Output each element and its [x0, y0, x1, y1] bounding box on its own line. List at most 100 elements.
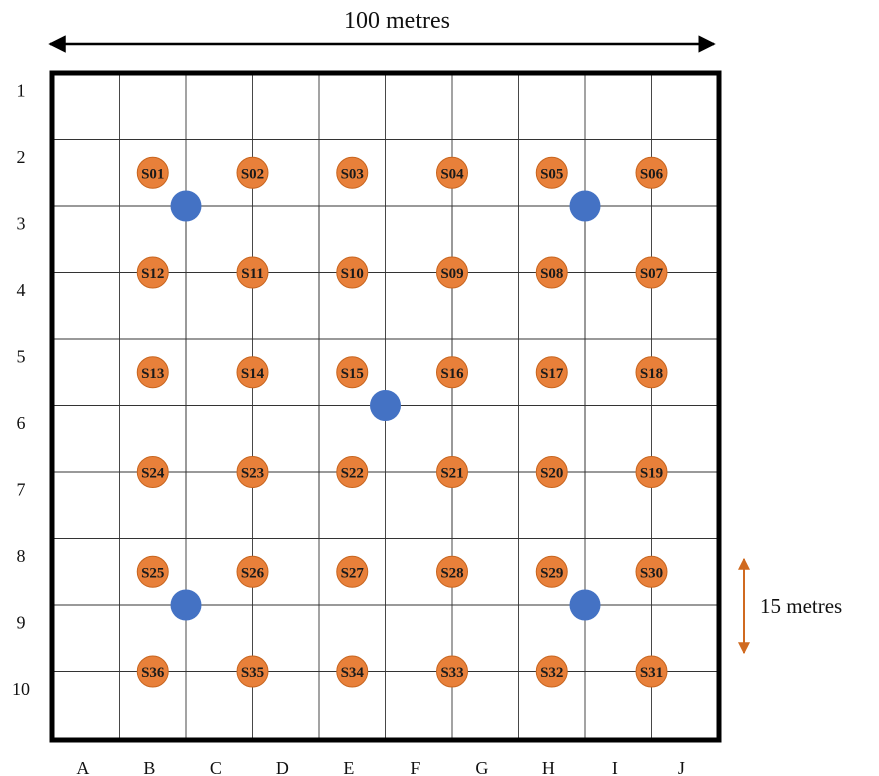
width-dimension-label: 100 metres: [344, 8, 450, 34]
sample-label: S14: [241, 366, 265, 382]
column-label: E: [343, 758, 354, 776]
sample-label: S24: [141, 466, 165, 482]
row-label: 9: [17, 612, 26, 632]
sample-label: S21: [440, 466, 463, 482]
sample-point: S34: [336, 655, 369, 688]
sample-label: S06: [640, 166, 664, 182]
sample-marker: [336, 156, 369, 189]
sample-marker: [535, 555, 568, 588]
sample-point: S12: [136, 256, 169, 289]
sample-point: S10: [336, 256, 369, 289]
sample-marker: [136, 655, 169, 688]
sample-label: S35: [241, 665, 264, 681]
sample-marker: [236, 156, 269, 189]
sample-point: S05: [535, 156, 568, 189]
sample-marker: [436, 256, 468, 289]
sample-point: S13: [136, 356, 169, 389]
sample-point: S14: [236, 356, 269, 389]
column-label: G: [475, 758, 488, 776]
sample-point: S08: [535, 256, 568, 289]
column-label: J: [678, 758, 685, 776]
blue-point: [569, 589, 601, 621]
sample-label: S28: [440, 565, 463, 581]
sample-label: S32: [540, 665, 563, 681]
sample-marker: [436, 356, 468, 389]
sample-label: S04: [440, 166, 464, 182]
column-label: F: [410, 758, 420, 776]
row-label: 3: [17, 213, 26, 233]
sample-point: S15: [336, 356, 369, 389]
sample-marker: [336, 356, 369, 389]
sample-point: S01: [136, 156, 169, 189]
sample-marker: [336, 655, 369, 688]
blue-points: [170, 190, 601, 621]
sample-label: S13: [141, 366, 164, 382]
sample-point: S28: [436, 555, 468, 588]
sample-marker: [136, 256, 169, 289]
sample-label: S03: [341, 166, 364, 182]
sample-label: S31: [640, 665, 663, 681]
sample-label: S36: [141, 665, 165, 681]
column-label: H: [542, 758, 555, 776]
sample-marker: [336, 256, 369, 289]
row-label: 10: [12, 679, 30, 699]
sample-label: S26: [241, 565, 265, 581]
sample-point: S33: [436, 655, 468, 688]
sample-label: S34: [341, 665, 365, 681]
sample-marker: [136, 555, 169, 588]
sample-marker: [236, 555, 269, 588]
blue-point: [370, 390, 401, 421]
sample-point: S27: [336, 555, 369, 588]
row-label: 8: [17, 546, 26, 566]
sample-point: S19: [635, 456, 668, 488]
blue-point: [170, 190, 202, 222]
sample-marker: [436, 156, 468, 189]
sample-marker: [535, 655, 568, 688]
sample-label: S12: [141, 266, 164, 282]
sample-marker: [236, 356, 269, 389]
sample-label: S30: [640, 565, 663, 581]
sample-label: S33: [440, 665, 463, 681]
sample-label: S25: [141, 565, 164, 581]
sample-label: S07: [640, 266, 664, 282]
sample-point: S07: [635, 256, 668, 289]
column-label: A: [76, 758, 89, 776]
sample-point: S25: [136, 555, 169, 588]
sample-point: S20: [535, 456, 568, 488]
blue-point: [569, 190, 601, 222]
sample-point: S23: [236, 456, 269, 488]
sample-label: S02: [241, 166, 264, 182]
sample-label: S20: [540, 466, 563, 482]
sample-label: S09: [440, 266, 463, 282]
sample-point: S11: [236, 256, 269, 289]
sample-marker: [236, 256, 269, 289]
sample-point: S18: [635, 356, 668, 389]
sample-marker: [336, 456, 369, 488]
sample-point: S32: [535, 655, 568, 688]
sample-marker: [535, 156, 568, 189]
sample-label: S18: [640, 366, 663, 382]
row-label: 5: [17, 346, 26, 366]
column-label: D: [276, 758, 289, 776]
sample-marker: [436, 655, 468, 688]
sample-label: S16: [440, 366, 464, 382]
sample-marker: [535, 356, 568, 389]
blue-point: [170, 589, 202, 621]
sample-point: S24: [136, 456, 169, 488]
row-label: 2: [17, 147, 26, 167]
sample-label: S19: [640, 466, 663, 482]
sample-label: S01: [141, 166, 164, 182]
sample-marker: [136, 356, 169, 389]
sample-marker: [635, 356, 668, 389]
sample-marker: [635, 256, 668, 289]
sample-point: S16: [436, 356, 468, 389]
sample-point: S17: [535, 356, 568, 389]
sample-point: S29: [535, 555, 568, 588]
sample-point: S03: [336, 156, 369, 189]
sample-point: S35: [236, 655, 269, 688]
sample-label: S23: [241, 466, 264, 482]
sample-point: S02: [236, 156, 269, 189]
sample-point: S09: [436, 256, 468, 289]
sample-point: S22: [336, 456, 369, 488]
